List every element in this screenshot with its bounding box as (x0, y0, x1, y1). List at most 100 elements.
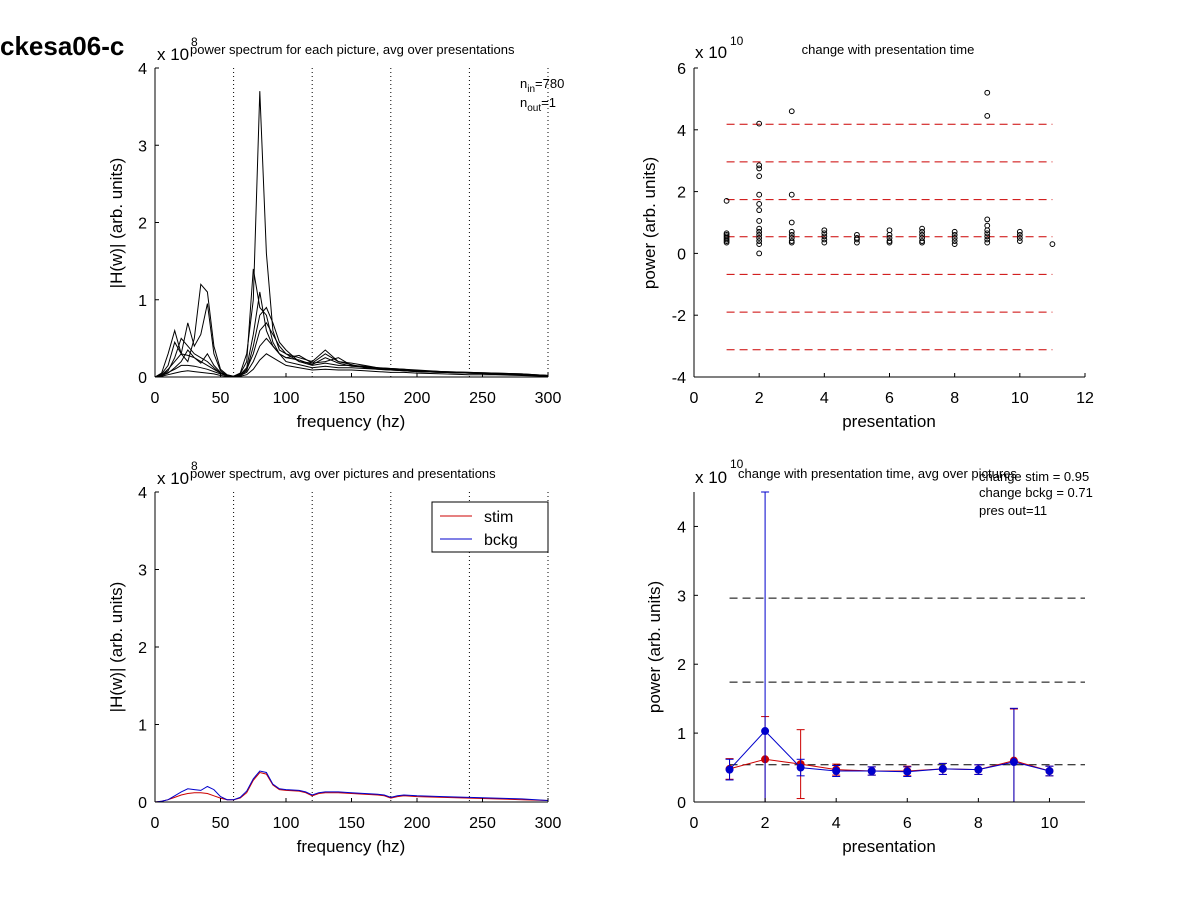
y-multiplier-top-right: x 10 (695, 43, 727, 62)
x-tick-label-4: 8 (974, 815, 983, 832)
y-multiplier-bottom-left: x 10 (157, 469, 189, 488)
ylabel-bottom-right: power (arb. units) (645, 581, 664, 713)
ylabel-top-left: |H(w)| (arb. units) (107, 158, 126, 289)
series-line-6 (154, 291, 549, 378)
y-multiplier-top-left: x 10 (157, 45, 189, 64)
data-point-54 (951, 238, 958, 244)
data-point-11 (756, 173, 763, 180)
data-point-38 (854, 236, 860, 243)
figure-title: ckesa06-c (0, 31, 124, 61)
data-point-12 (756, 191, 763, 198)
marker-bckg-5 (903, 767, 912, 776)
y-tick-label-0: -4 (672, 370, 686, 387)
data-point-22 (756, 250, 763, 257)
stats-annotation: change stim = 0.95 change bckg = 0.71 pr… (979, 469, 1093, 518)
x-tick-label-4: 200 (404, 390, 431, 407)
data-point-67 (1016, 235, 1023, 241)
data-point-45 (919, 225, 925, 232)
x-tick-label-3: 6 (903, 815, 912, 832)
panel-top-left: 0 50 100 150 200 250 300 0 1 2 3 4 power spectrum f… (107, 35, 564, 431)
data-point-7 (723, 239, 730, 246)
series-line-1 (154, 353, 549, 378)
data-point-18 (756, 231, 763, 238)
y-tick-label-2: 2 (138, 640, 147, 657)
data-point-14 (756, 207, 763, 214)
data-point-24 (788, 191, 795, 198)
y-tick-label-0: 0 (138, 370, 147, 387)
data-point-52 (951, 231, 958, 238)
data-point-13 (756, 201, 763, 207)
y-multiplier-bottom-right: x 10 (695, 468, 727, 487)
y-tick-label-0: 0 (677, 795, 686, 812)
xlabel-bottom-left: frequency (hz) (297, 837, 406, 856)
x-tick-label-3: 150 (338, 815, 365, 832)
change-stim-text: change stim = 0.95 (979, 469, 1089, 484)
y-exponent-top-left: 8 (191, 35, 198, 49)
legend-label-stim: stim (484, 509, 513, 526)
y-tick-label-3: 3 (677, 588, 686, 605)
y-exponent-bottom-left: 8 (191, 459, 198, 473)
data-point-62 (984, 233, 991, 240)
data-point-69 (1049, 241, 1056, 248)
n-annotation: nin=780 nout=1 (520, 76, 564, 114)
ylabel-top-right: power (arb. units) (640, 157, 659, 289)
legend-bottom-left: stim bckg (431, 501, 549, 553)
series-line-5 (154, 306, 549, 378)
plot-area-bottom-left: 0 50 100 150 200 250 300 0 1 2 3 4 (138, 485, 561, 832)
data-point-65 (1016, 228, 1023, 235)
data-point-46 (919, 228, 925, 235)
y-tick-label-4: 4 (677, 123, 686, 140)
y-tick-label-1: 1 (138, 293, 147, 310)
xlabel-top-right: presentation (842, 412, 936, 431)
y-tick-label-0: 0 (138, 795, 147, 812)
data-point-23 (788, 108, 795, 115)
data-point-17 (756, 228, 763, 235)
y-tick-label-4: 4 (138, 61, 147, 78)
series-line-bckg (729, 730, 1050, 773)
series-line-3 (154, 91, 549, 378)
title-top-right: change with presentation time (802, 42, 975, 57)
series-line-4 (154, 268, 549, 378)
y-tick-label-2: 2 (677, 657, 686, 674)
title-bottom-left: power spectrum, avg over pictures and pr… (190, 466, 496, 481)
y-exponent-bottom-right: 10 (730, 457, 744, 471)
x-tick-label-5: 250 (469, 390, 496, 407)
data-point-10 (756, 165, 763, 172)
plot-area-top-left: 0 50 100 150 200 250 300 0 1 2 3 4 (138, 61, 561, 407)
x-tick-label-5: 10 (1041, 815, 1059, 832)
marker-bckg-9 (1045, 767, 1054, 775)
y-tick-label-1: 1 (677, 726, 686, 743)
marker-bckg-6 (938, 764, 947, 773)
data-point-56 (984, 89, 991, 96)
pres-out-text: pres out=11 (979, 503, 1047, 518)
change-bckg-text: change bckg = 0.71 (979, 485, 1093, 500)
series-line-2 (154, 322, 549, 378)
panel-top-right: 0 2 4 6 8 10 12 -4 -2 0 2 4 6 change with presentati… (640, 34, 1094, 431)
y-tick-label-1: -2 (672, 308, 686, 325)
data-point-16 (756, 225, 763, 232)
x-tick-label-0: 0 (151, 390, 160, 407)
x-tick-label-6: 300 (535, 390, 562, 407)
data-point-33 (821, 233, 828, 240)
marker-bckg-7 (974, 765, 983, 774)
y-tick-label-3: 2 (677, 185, 686, 202)
y-tick-label-4: 4 (138, 485, 147, 502)
y-tick-label-2: 2 (138, 216, 147, 233)
y-exponent-top-right: 10 (730, 34, 744, 48)
data-point-32 (821, 230, 828, 237)
x-tick-label-1: 2 (755, 390, 764, 407)
x-tick-label-2: 4 (832, 815, 841, 832)
x-tick-label-0: 0 (690, 815, 699, 832)
data-point-55 (951, 241, 958, 248)
data-point-47 (919, 231, 925, 238)
x-tick-label-2: 100 (273, 815, 300, 832)
data-point-19 (756, 235, 763, 241)
marker-bckg-8 (1009, 758, 1018, 767)
x-tick-label-2: 4 (820, 390, 829, 407)
data-point-64 (984, 239, 991, 246)
data-point-57 (984, 112, 991, 119)
data-point-27 (788, 231, 795, 238)
x-tick-label-6: 12 (1076, 390, 1094, 407)
plot-area-top-right: 0 2 4 6 8 10 12 -4 -2 0 2 4 6 (672, 61, 1094, 407)
